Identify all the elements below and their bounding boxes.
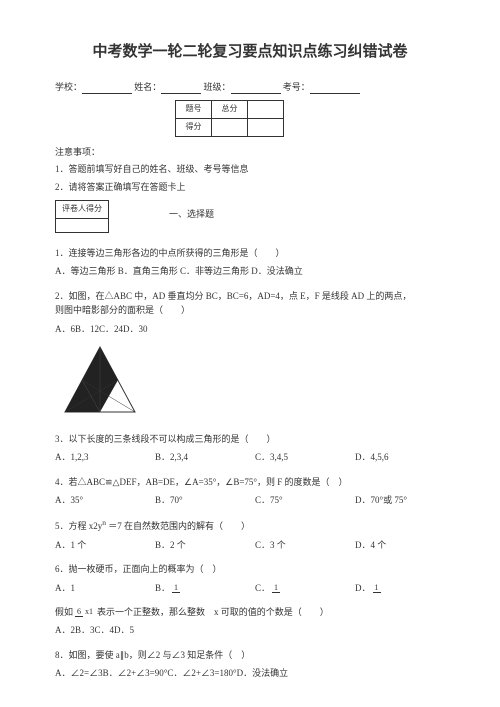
question-5: 5．方程 x2yn ＝7 在自然数范围内的解有（ ） A．1 个 B．2 个 C… [55, 517, 445, 552]
q-options: A．1,2,3 B．2,3,4 C．3,4,5 D．4,5,6 [55, 450, 445, 464]
q-text: 8．如图，要使 a∥b，则∠2 与∠3 知足条件（ ） [55, 648, 445, 662]
name-blank [161, 84, 201, 94]
q-options: A．1 个 B．2 个 C．3 个 D．4 个 [55, 538, 445, 552]
q-options: A．等边三角形 B．直角三角形 C．非等边三角形 D．没法确立 [55, 264, 445, 278]
instruction-1: 1．答题前填写好自己的姓名、班级、考号等信息 [55, 162, 445, 176]
option-c: C．3,4,5 [255, 450, 345, 464]
grader-table: 评卷人得分 [55, 200, 109, 233]
question-3: 3．以下长度的三条线段不可以构成三角形的是（ ） A．1,2,3 B．2,3,4… [55, 432, 445, 465]
q7-pre: 假如 [55, 605, 73, 619]
option-d: D．4 个 [355, 538, 445, 552]
question-2: 2．如图，在△ABC 中，AD 垂直均分 BC，BC=6，AD=4，点 E，F … [55, 289, 445, 422]
school-label: 学校： [55, 82, 82, 92]
option-a: A．1 [55, 581, 145, 595]
q-text: 2．如图，在△ABC 中，AD 垂直均分 BC，BC=6，AD=4，点 E，F … [55, 289, 445, 303]
option-c: C．3 个 [255, 538, 345, 552]
cell [248, 101, 284, 119]
frac-num: 1 [373, 583, 381, 593]
question-1: 1．连接等边三角形各边的中点所获得的三角形是（ ） A．等边三角形 B．直角三角… [55, 246, 445, 279]
option-a: A．1,2,3 [55, 450, 145, 464]
cell [56, 218, 109, 232]
q-text: 4．若△ABC≌△DEF，AB=DE，∠A=35°，∠B=75°，则 F 的度数… [55, 475, 445, 489]
opt-b-pre: B． [155, 581, 170, 595]
option-b: B．70° [155, 493, 245, 507]
q5-sup: n [102, 518, 106, 527]
option-a: A．35° [55, 493, 145, 507]
q5-pre: 5．方程 x2y [55, 521, 102, 531]
id-blank [310, 84, 360, 94]
page-title: 中考数学一轮二轮复习要点知识点练习纠错试卷 [55, 40, 445, 64]
option-c: C．75° [255, 493, 345, 507]
instructions: 注意事项： 1．答题前填写好自己的姓名、班级、考号等信息 2．请将答案正确填写在… [55, 145, 445, 236]
option-a: A．1 个 [55, 538, 145, 552]
cell [212, 119, 248, 137]
opt-c-pre: C． [255, 581, 270, 595]
section-label: 一、选择题 [169, 207, 214, 221]
q-options: A．1 B．1 C．1 D．1 [55, 581, 445, 595]
score-table: 题号总分 得分 [175, 100, 284, 137]
q7-post: 表示一个正整数，那么整数 x 可取的值的个数是（ ） [97, 605, 329, 619]
name-label: 姓名： [134, 82, 161, 92]
frac-den [180, 583, 186, 592]
option-c: C．1 [255, 581, 345, 595]
frac-den: x1 [83, 607, 95, 616]
question-6: 6．抛一枚硬币，正面向上的概率为（ ） A．1 B．1 C．1 D．1 [55, 562, 445, 595]
cell: 得分 [176, 119, 212, 137]
q-options: A．6B．12C．24D．30 [55, 322, 445, 336]
option-d: D．4,5,6 [355, 450, 445, 464]
question-8: 8．如图，要使 a∥b，则∠2 与∠3 知足条件（ ） A．∠2=∠3B．∠2+… [55, 648, 445, 681]
q-text: 5．方程 x2yn ＝7 在自然数范围内的解有（ ） [55, 517, 445, 533]
q-text: 3．以下长度的三条线段不可以构成三角形的是（ ） [55, 432, 445, 446]
option-d: D．1 [355, 581, 445, 595]
question-4: 4．若△ABC≌△DEF，AB=DE，∠A=35°，∠B=75°，则 F 的度数… [55, 475, 445, 508]
opt-d-pre: D． [355, 581, 371, 595]
q-options: A．2B．3C．4D．5 [55, 623, 445, 637]
frac-num: 1 [272, 583, 280, 593]
cell: 评卷人得分 [56, 201, 109, 219]
frac-den [381, 583, 387, 592]
cell [248, 119, 284, 137]
class-label: 班级： [204, 82, 231, 92]
cell: 题号 [176, 101, 212, 119]
q-options: A．35° B．70° C．75° D．70°或 75° [55, 493, 445, 507]
triangle-diagram [55, 342, 145, 422]
q-text2: 则图中暗影部分的面积是（ ） [55, 303, 445, 317]
frac-num: 1 [172, 583, 180, 593]
option-b: B．1 [155, 581, 245, 595]
q-text: 1．连接等边三角形各边的中点所获得的三角形是（ ） [55, 246, 445, 260]
option-b: B．2,3,4 [155, 450, 245, 464]
instruction-2: 2．请将答案正确填写在答题卡上 [55, 180, 445, 194]
q-text: 假如 6x1 表示一个正整数，那么整数 x 可取的值的个数是（ ） [55, 605, 329, 619]
fraction: 6x1 [75, 608, 95, 616]
frac-num: 6 [75, 607, 83, 617]
q5-post: ＝7 在自然数范围内的解有（ ） [108, 521, 250, 531]
student-info: 学校： 姓名： 班级： 考号： [55, 80, 445, 94]
school-blank [82, 84, 132, 94]
q-options: A．∠2=∠3B．∠2+∠3=90°C．∠2+∠3=180°D．没法确立 [55, 666, 445, 680]
frac-den [280, 583, 286, 592]
instructions-heading: 注意事项： [55, 145, 445, 159]
option-d: D．70°或 75° [355, 493, 445, 507]
option-b: B．2 个 [155, 538, 245, 552]
class-blank [231, 84, 281, 94]
q-text: 6．抛一枚硬币，正面向上的概率为（ ） [55, 562, 445, 576]
id-label: 考号： [283, 82, 310, 92]
question-7: 假如 6x1 表示一个正整数，那么整数 x 可取的值的个数是（ ） A．2B．3… [55, 605, 445, 638]
cell: 总分 [212, 101, 248, 119]
